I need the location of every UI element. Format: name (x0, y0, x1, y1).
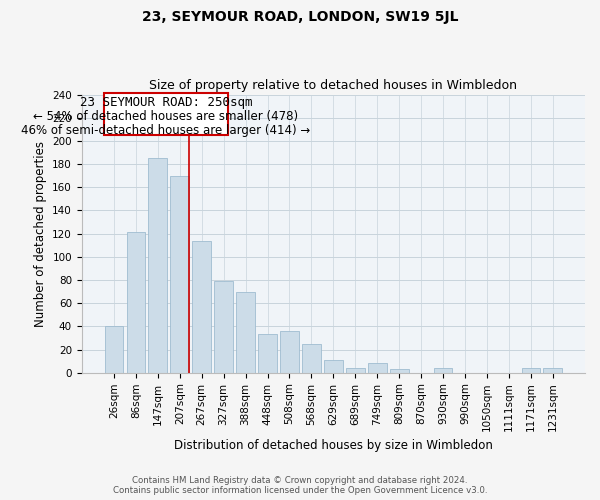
FancyBboxPatch shape (104, 94, 228, 135)
Bar (193, 240, 211, 372)
Text: 46% of semi-detached houses are larger (414) →: 46% of semi-detached houses are larger (… (22, 124, 311, 136)
Y-axis label: Number of detached properties: Number of detached properties (34, 140, 47, 326)
Bar (170, 176, 189, 372)
Text: 23 SEYMOUR ROAD: 250sqm: 23 SEYMOUR ROAD: 250sqm (80, 96, 252, 108)
Bar (258, 334, 277, 372)
Bar (346, 368, 365, 372)
Text: Contains HM Land Registry data © Crown copyright and database right 2024.
Contai: Contains HM Land Registry data © Crown c… (113, 476, 487, 495)
Bar (280, 331, 299, 372)
Bar (236, 292, 255, 372)
Bar (368, 364, 386, 372)
Bar (324, 360, 343, 372)
Bar (214, 281, 233, 372)
Bar (390, 369, 409, 372)
Bar (148, 158, 167, 372)
Bar (434, 368, 452, 372)
Title: Size of property relative to detached houses in Wimbledon: Size of property relative to detached ho… (149, 79, 517, 92)
Bar (127, 232, 145, 372)
Bar (544, 368, 562, 372)
Bar (521, 368, 540, 372)
Bar (104, 326, 123, 372)
X-axis label: Distribution of detached houses by size in Wimbledon: Distribution of detached houses by size … (174, 440, 493, 452)
Text: 23, SEYMOUR ROAD, LONDON, SW19 5JL: 23, SEYMOUR ROAD, LONDON, SW19 5JL (142, 10, 458, 24)
Bar (302, 344, 321, 372)
Text: ← 54% of detached houses are smaller (478): ← 54% of detached houses are smaller (47… (34, 110, 299, 122)
